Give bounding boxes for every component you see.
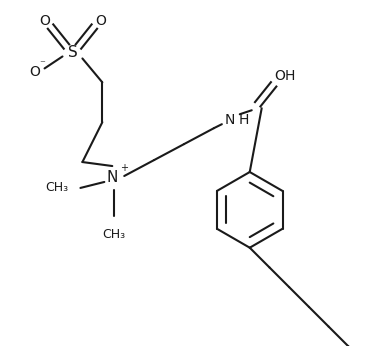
Text: CH₃: CH₃ (45, 181, 69, 194)
Text: S: S (68, 45, 77, 60)
Text: N: N (225, 113, 235, 127)
Text: CH₃: CH₃ (103, 228, 126, 241)
Text: O: O (39, 14, 50, 28)
Text: +: + (120, 163, 128, 173)
Text: O: O (95, 14, 106, 28)
Text: N: N (107, 170, 118, 186)
Text: O: O (29, 65, 40, 79)
Text: H: H (284, 69, 295, 83)
Text: ⁻: ⁻ (39, 59, 45, 69)
Text: O: O (274, 69, 285, 83)
Text: H: H (239, 113, 249, 127)
